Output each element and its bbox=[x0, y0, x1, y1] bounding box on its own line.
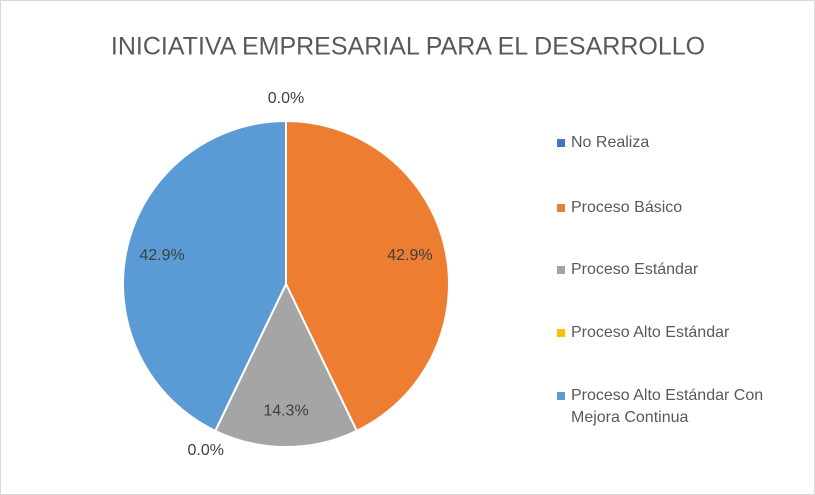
legend-item: Proceso Estándar bbox=[557, 259, 797, 281]
legend-swatch bbox=[557, 329, 565, 337]
legend-label: Proceso Alto Estándar Con Mejora Continu… bbox=[571, 387, 764, 426]
pie-slice bbox=[122, 119, 287, 433]
legend-swatch bbox=[557, 204, 565, 212]
legend-swatch bbox=[557, 139, 565, 147]
legend-item: Proceso Básico bbox=[557, 197, 797, 219]
legend-swatch bbox=[557, 392, 565, 400]
data-label: 42.9% bbox=[139, 247, 184, 264]
chart-title: INICIATIVA EMPRESARIAL PARA EL DESARROLL… bbox=[111, 33, 705, 61]
pie-slice bbox=[213, 281, 359, 448]
data-label: 0.0% bbox=[187, 442, 223, 459]
legend-label: Proceso Alto Estándar bbox=[571, 324, 730, 341]
data-label: 0.0% bbox=[268, 90, 304, 107]
legend-item: No Realiza bbox=[557, 132, 797, 154]
pie-slice bbox=[285, 119, 450, 433]
legend-item: Proceso Alto Estándar Con Mejora Continu… bbox=[557, 385, 797, 429]
legend-swatch bbox=[557, 266, 565, 274]
legend-item: Proceso Alto Estándar bbox=[557, 322, 797, 344]
legend-label: Proceso Estándar bbox=[571, 261, 699, 278]
data-label: 42.9% bbox=[387, 247, 432, 264]
data-label: 14.3% bbox=[263, 402, 308, 419]
legend-label: No Realiza bbox=[571, 134, 650, 151]
legend-label: Proceso Básico bbox=[571, 199, 683, 216]
